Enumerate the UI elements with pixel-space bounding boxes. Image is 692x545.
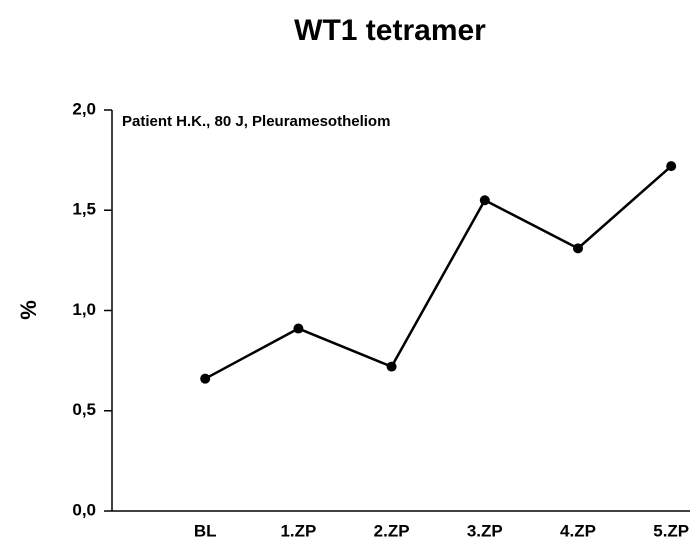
x-tick-label: 1.ZP bbox=[280, 521, 316, 540]
y-tick-label: 0,5 bbox=[72, 400, 96, 419]
series-line bbox=[204, 165, 673, 380]
chart-title: WT1 tetramer bbox=[294, 14, 486, 47]
y-axis-label: % bbox=[16, 300, 41, 320]
x-tick-label: 5.ZP bbox=[653, 521, 689, 540]
y-tick-label: 2,0 bbox=[72, 99, 96, 118]
x-tick-label: BL bbox=[194, 521, 217, 540]
data-point bbox=[293, 323, 304, 334]
y-tick-label: 0,0 bbox=[72, 500, 96, 519]
y-tick-label: 1,5 bbox=[72, 200, 96, 219]
data-point bbox=[386, 361, 397, 372]
x-tick-label: 2.ZP bbox=[374, 521, 410, 540]
data-point bbox=[573, 243, 583, 254]
data-point bbox=[200, 373, 211, 384]
x-tick-label: 4.ZP bbox=[560, 521, 596, 540]
y-tick-label: 1,0 bbox=[72, 300, 96, 319]
x-tick-label: 3.ZP bbox=[467, 521, 503, 540]
data-point bbox=[479, 195, 490, 206]
data-point bbox=[666, 161, 677, 172]
annotation: Patient H.K., 80 J, Pleuramesotheliom bbox=[122, 113, 390, 130]
